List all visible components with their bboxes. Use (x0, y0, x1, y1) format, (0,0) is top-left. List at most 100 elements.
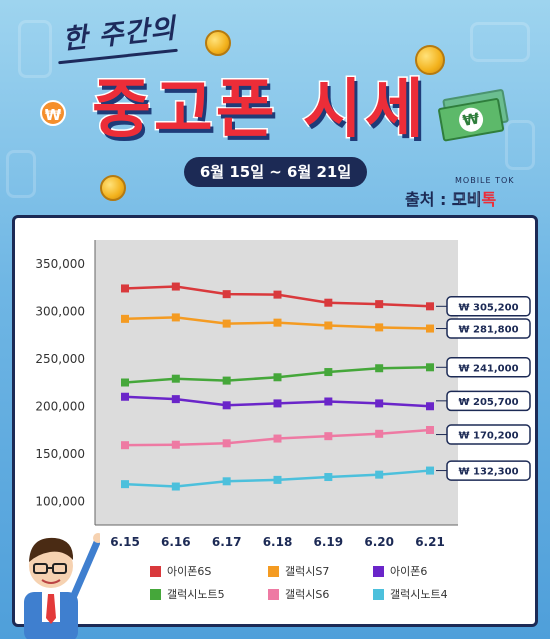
won-coin-icon: ₩ (40, 100, 66, 126)
legend-label: 아이폰6S (167, 565, 212, 578)
data-point (426, 402, 434, 411)
chart-legend: 아이폰6S 갤럭시S7 아이폰6 갤럭시노트5 갤럭시S6 갤럭시노트4 (150, 563, 470, 602)
data-point (375, 399, 384, 408)
data-point (273, 475, 282, 484)
source-credit: 출처 : 모비톡 (405, 186, 496, 210)
data-point (375, 323, 384, 332)
y-tick-label: 350,000 (35, 257, 85, 271)
data-point (273, 399, 282, 408)
data-point (324, 397, 333, 406)
legend-label: 아이폰6 (390, 565, 428, 578)
legend-swatch (373, 565, 384, 577)
x-tick-label: 6.21 (415, 535, 445, 549)
y-tick-label: 300,000 (35, 304, 85, 318)
source-label: 출처 : (405, 190, 447, 209)
data-point (121, 392, 129, 401)
legend-label: 갤럭시S6 (285, 588, 330, 601)
coin-icon (100, 175, 126, 201)
x-tick-label: 6.16 (161, 535, 191, 549)
header: 한 주간의 ₩ ₩ 중고폰 시세 6월 15일 ~ 6월 21일 MOBILE … (0, 0, 550, 215)
data-point (324, 473, 333, 482)
data-point (121, 480, 129, 489)
data-point (171, 440, 180, 449)
data-point (121, 284, 129, 293)
callout-box (446, 357, 531, 378)
data-point (375, 429, 384, 438)
legend-swatch (373, 588, 384, 600)
data-point (121, 378, 129, 387)
source-brand: 모비 (452, 190, 482, 210)
date-range-badge: 6월 15일 ~ 6월 21일 (184, 157, 367, 187)
data-point (273, 373, 282, 382)
data-point (426, 466, 434, 475)
data-point (324, 321, 333, 330)
legend-item: 갤럭시S7 (268, 563, 373, 579)
data-point (222, 319, 231, 328)
legend-item: 갤럭시노트4 (373, 586, 463, 602)
data-point (375, 364, 384, 373)
bg-phone-outline (505, 120, 535, 170)
x-tick-label: 6.20 (364, 535, 394, 549)
data-point (273, 290, 282, 299)
legend-item: 아이폰6S (150, 563, 268, 579)
legend-item: 갤럭시S6 (268, 586, 373, 602)
header-title: 중고폰 시세 (91, 72, 427, 149)
x-tick-label: 6.15 (110, 535, 140, 549)
callout-box (446, 296, 531, 317)
callout-label: ₩ 305,200 (458, 302, 518, 313)
y-tick-label: 100,000 (35, 494, 85, 508)
data-point (273, 434, 282, 443)
bg-card-outline (470, 22, 530, 62)
data-point (273, 318, 282, 327)
legend-label: 갤럭시S7 (285, 565, 330, 578)
x-tick-label: 6.19 (314, 535, 344, 549)
x-tick-label: 6.18 (263, 535, 293, 549)
data-point (222, 439, 231, 448)
legend-label: 갤럭시노트5 (167, 588, 225, 601)
data-point (324, 432, 333, 441)
data-point (171, 282, 180, 291)
data-point (375, 300, 384, 309)
source-brand-tok: 톡 (481, 190, 497, 209)
data-point (121, 314, 129, 323)
y-tick-label: 200,000 (35, 399, 85, 413)
coin-icon (415, 45, 445, 75)
legend-item: 아이폰6 (373, 563, 463, 579)
data-point (426, 426, 434, 434)
data-point (171, 482, 180, 491)
x-tick-label: 6.17 (212, 535, 242, 549)
legend-swatch (150, 565, 161, 577)
callout-label: ₩ 241,000 (458, 363, 518, 374)
data-point (426, 302, 434, 311)
legend-swatch (268, 565, 279, 577)
bg-phone-outline (18, 20, 52, 78)
data-point (324, 368, 333, 377)
y-tick-label: 150,000 (35, 447, 85, 461)
data-point (222, 290, 231, 299)
callout-label: ₩ 132,300 (458, 467, 518, 478)
callout-box (446, 318, 531, 339)
callout-box (446, 424, 531, 445)
legend-swatch (150, 588, 161, 600)
data-point (222, 401, 231, 410)
legend-item: 갤럭시노트5 (150, 586, 268, 602)
data-point (222, 376, 231, 385)
data-point (222, 477, 231, 486)
legend-label: 갤럭시노트4 (390, 588, 448, 601)
data-point (121, 441, 129, 450)
data-point (324, 298, 333, 307)
callout-label: ₩ 170,200 (458, 431, 518, 442)
mascot-illustration (24, 533, 100, 639)
callout-box (446, 460, 531, 481)
coin-icon (205, 30, 231, 56)
callout-label: ₩ 205,700 (458, 397, 518, 408)
data-point (171, 374, 180, 383)
data-point (426, 363, 434, 372)
legend-swatch (268, 588, 279, 600)
callout-box (446, 390, 531, 412)
callout-label: ₩ 281,800 (458, 325, 518, 336)
data-point (375, 470, 384, 479)
y-tick-label: 250,000 (35, 352, 85, 366)
source-tag: MOBILE TOK (455, 176, 515, 185)
